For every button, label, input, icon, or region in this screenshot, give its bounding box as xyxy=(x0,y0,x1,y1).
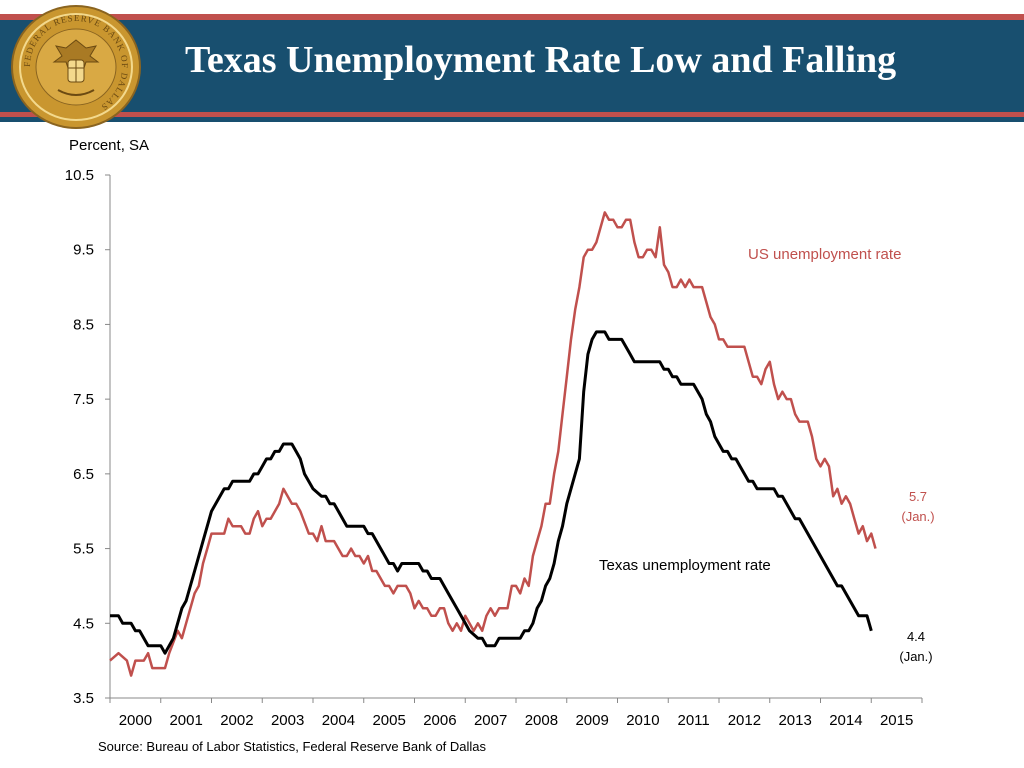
y-tick-label: 5.5 xyxy=(73,541,94,558)
y-tick-label: 7.5 xyxy=(73,391,94,408)
x-tick-label: 2008 xyxy=(525,712,558,729)
y-tick-label: 3.5 xyxy=(73,690,94,707)
x-tick-label: 2013 xyxy=(778,712,811,729)
chart-axes: 10.5 9.5 8.5 7.5 6.5 5.5 4.5 3.5 2000 2001 2002 200… xyxy=(65,167,923,729)
x-tick-label: 2015 xyxy=(880,712,913,729)
us-series-label: US unemployment rate xyxy=(748,246,902,263)
x-tick-label: 2014 xyxy=(829,712,862,729)
y-tick-label: 6.5 xyxy=(73,466,94,483)
us-end-label: 5.7 (Jan.) xyxy=(896,487,940,527)
x-tick-label: 2003 xyxy=(271,712,304,729)
texas-series-label: Texas unemployment rate xyxy=(599,557,771,574)
us-end-period: (Jan.) xyxy=(901,509,935,524)
header-stripe-bottom xyxy=(0,112,1024,117)
y-tick-label: 4.5 xyxy=(73,615,94,632)
x-tick-label: 2012 xyxy=(728,712,761,729)
source-note: Source: Bureau of Labor Statistics, Fede… xyxy=(98,739,487,754)
us-end-value: 5.7 xyxy=(908,489,928,504)
x-tick-label: 2005 xyxy=(372,712,405,729)
y-tick-label: 8.5 xyxy=(73,316,94,333)
y-tick-label: 10.5 xyxy=(65,167,94,184)
texas-end-period: (Jan.) xyxy=(899,649,933,664)
y-axis-label: Percent, SA xyxy=(69,137,150,154)
x-tick-label: 2011 xyxy=(677,712,709,729)
us-unemployment-series-line xyxy=(109,211,877,677)
x-tick-label: 2001 xyxy=(169,712,202,729)
x-tick-label: 2006 xyxy=(423,712,456,729)
texas-unemployment-series-line xyxy=(110,330,873,655)
header-banner xyxy=(0,14,1024,122)
y-tick-label: 9.5 xyxy=(73,242,94,259)
x-tick-label: 2007 xyxy=(474,712,507,729)
x-tick-label: 2010 xyxy=(626,712,659,729)
page-title: Texas Unemployment Rate Low and Falling xyxy=(185,39,897,81)
x-tick-label: 2009 xyxy=(575,712,608,729)
header-stripe-top xyxy=(0,14,1024,20)
x-tick-label: 2002 xyxy=(220,712,253,729)
x-tick-label: 2004 xyxy=(322,712,355,729)
texas-end-value: 4.4 xyxy=(906,629,926,644)
x-tick-label: 2000 xyxy=(119,712,152,729)
texas-end-label: 4.4 (Jan.) xyxy=(894,627,938,667)
chart-lines xyxy=(109,211,877,677)
federal-reserve-seal-icon: FEDERAL RESERVE BANK OF DALLAS xyxy=(11,5,141,129)
